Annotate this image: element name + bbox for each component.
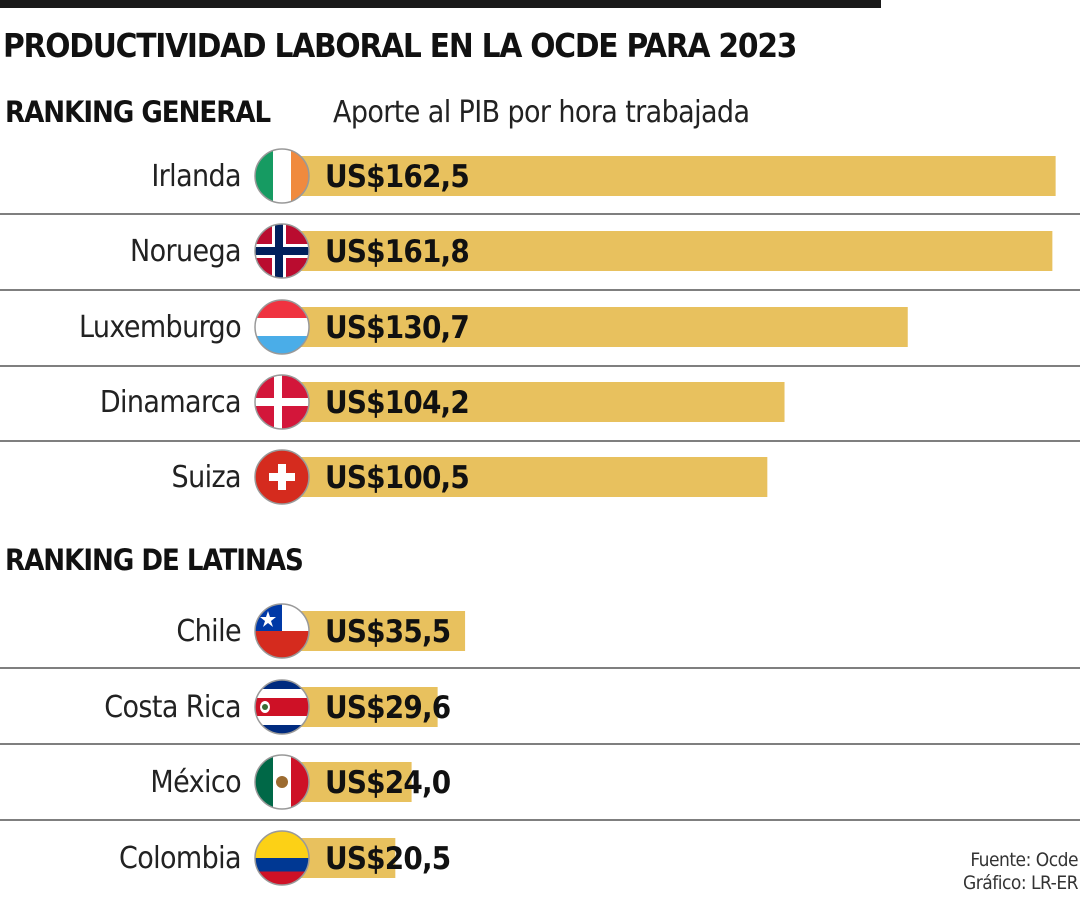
- chart-title: PRODUCTIVIDAD LABORAL EN LA OCDE PARA 20…: [3, 26, 797, 65]
- chart-subtitle: Aporte al PIB por hora trabajada: [333, 95, 750, 130]
- costa-rica-flag-icon: [254, 679, 310, 735]
- category-label: Costa Rica: [104, 690, 241, 725]
- top-rule: [0, 0, 881, 8]
- value-label: US$162,5: [325, 159, 469, 195]
- category-label: México: [150, 765, 241, 800]
- bar-row: Suiza US$100,5: [172, 449, 768, 505]
- switzerland-flag-icon: [254, 449, 310, 505]
- category-label: Suiza: [172, 460, 241, 495]
- category-label: Luxemburgo: [79, 310, 241, 345]
- source-note: Fuente: Ocde Gráfico: LR-ER: [962, 849, 1079, 895]
- bar: [282, 611, 466, 651]
- value-label: US$130,7: [325, 310, 469, 346]
- bar-row: Chile US$35,5: [176, 603, 466, 659]
- mexico-flag-icon: [254, 754, 310, 810]
- value-label: US$100,5: [325, 460, 469, 496]
- denmark-flag-icon: [254, 374, 310, 430]
- bar: [282, 307, 908, 347]
- bar-row: Irlanda US$162,5: [151, 148, 1056, 204]
- bar-row: Noruega US$161,8: [130, 223, 1053, 279]
- bar-row: Dinamarca US$104,2: [100, 374, 785, 430]
- section-general-title: RANKING GENERAL: [5, 95, 271, 129]
- bar-row: México US$24,0: [150, 754, 452, 810]
- value-label: US$104,2: [325, 385, 469, 421]
- bar: [282, 457, 768, 497]
- category-label: Chile: [176, 614, 241, 649]
- value-label: US$24,0: [325, 765, 451, 801]
- category-label: Colombia: [119, 841, 241, 876]
- ireland-flag-icon: [254, 148, 310, 204]
- credit-line: Gráfico: LR-ER: [962, 872, 1079, 894]
- value-label: US$29,6: [325, 690, 450, 726]
- chile-flag-icon: [254, 603, 310, 659]
- value-label: US$161,8: [325, 234, 469, 270]
- bar-row: Luxemburgo US$130,7: [79, 299, 908, 355]
- bar-row: Colombia US$20,5: [119, 830, 451, 886]
- colombia-flag-icon: [254, 830, 310, 886]
- bar: [282, 156, 1056, 196]
- bar-row: Costa Rica US$29,6: [104, 679, 451, 735]
- value-label: US$20,5: [325, 841, 450, 877]
- norway-flag-icon: [254, 223, 310, 279]
- bar: [282, 231, 1053, 271]
- value-label: US$35,5: [325, 614, 450, 650]
- source-line: Fuente: Ocde: [970, 849, 1078, 871]
- section-latinas-title: RANKING DE LATINAS: [5, 543, 304, 577]
- category-label: Dinamarca: [100, 385, 241, 420]
- category-label: Irlanda: [151, 159, 241, 194]
- category-label: Noruega: [130, 234, 241, 269]
- luxembourg-flag-icon: [254, 299, 310, 355]
- bar: [282, 382, 785, 422]
